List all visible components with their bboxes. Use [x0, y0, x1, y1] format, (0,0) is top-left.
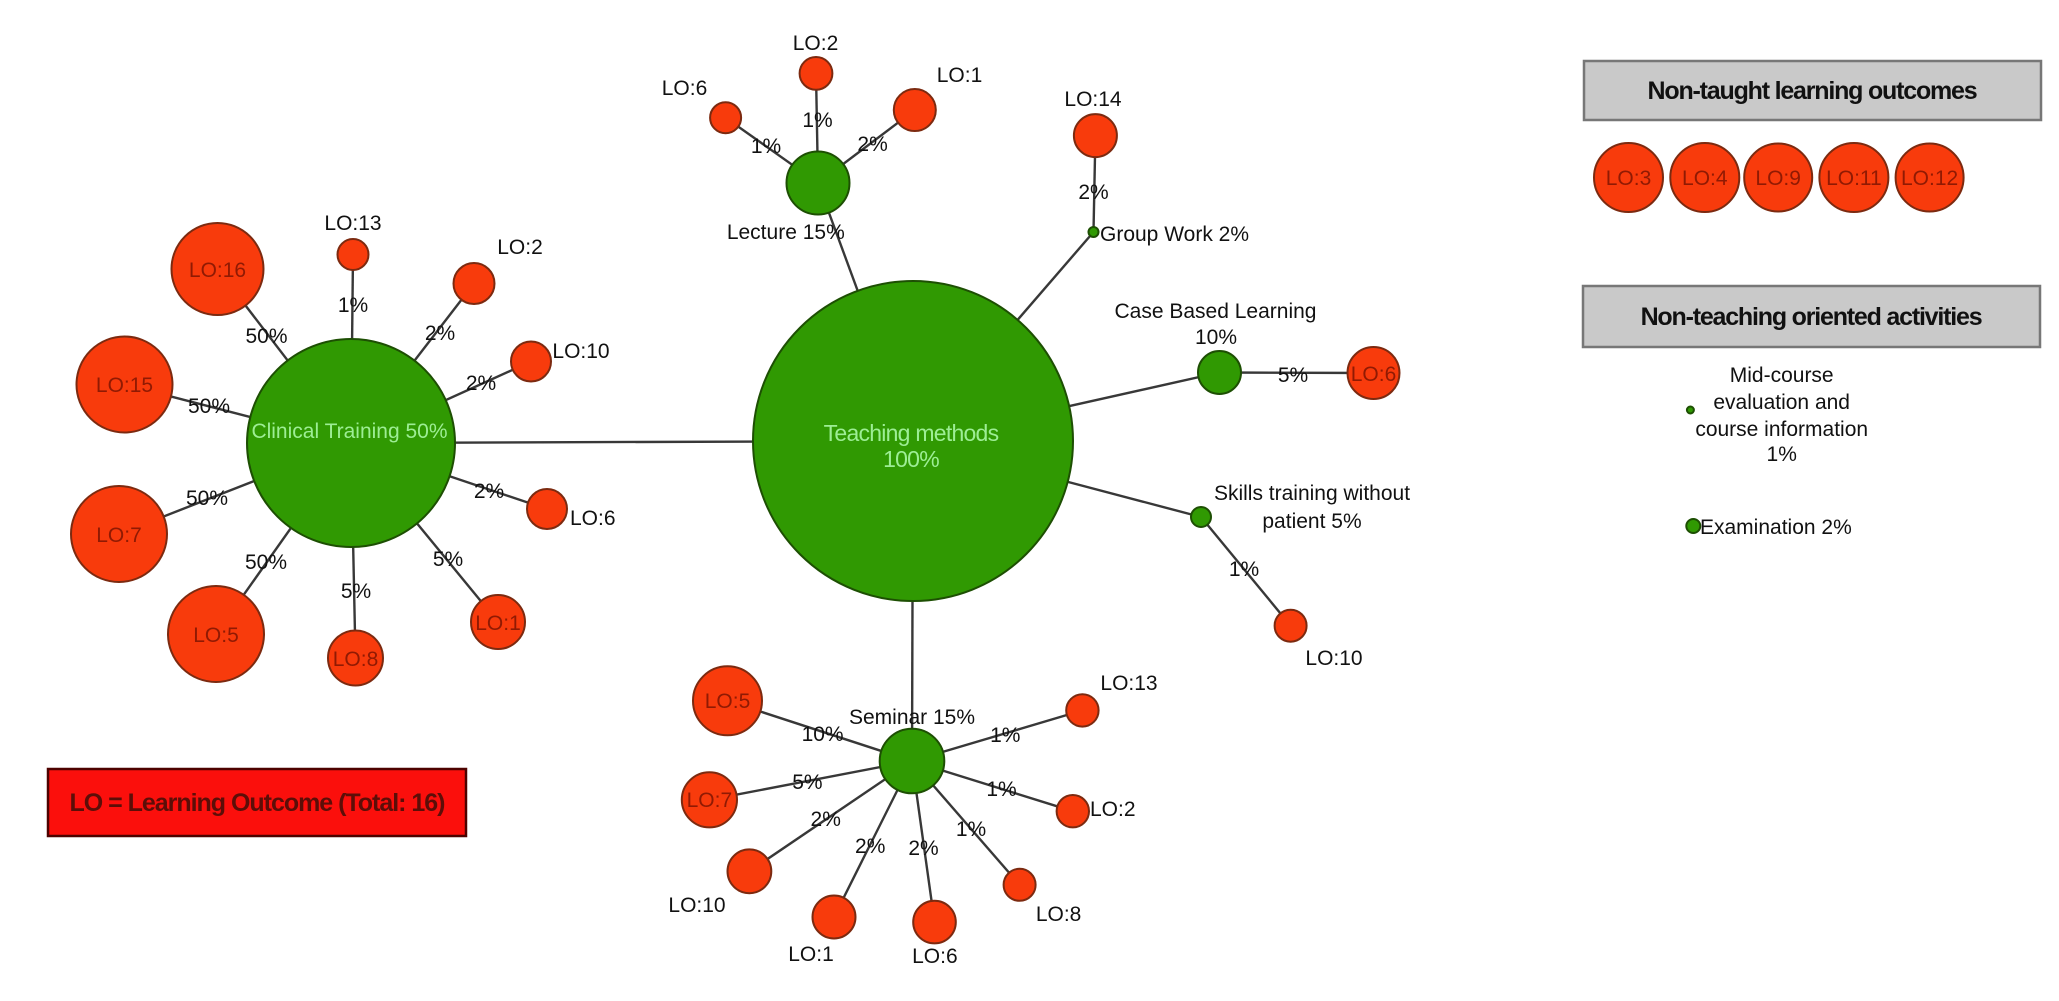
svg-text:50%: 50% [245, 551, 287, 574]
svg-text:2%: 2% [474, 480, 504, 503]
svg-text:LO:7: LO:7 [687, 789, 733, 812]
svg-text:2%: 2% [855, 835, 885, 858]
svg-text:LO:12: LO:12 [1901, 167, 1958, 190]
svg-text:Group Work 2%: Group Work 2% [1100, 223, 1249, 246]
svg-text:LO:11: LO:11 [1826, 167, 1882, 190]
svg-text:50%: 50% [245, 325, 287, 348]
svg-text:50%: 50% [188, 395, 230, 418]
svg-text:LO:16: LO:16 [189, 259, 246, 282]
svg-text:LO:1: LO:1 [937, 64, 983, 87]
svg-text:LO:5: LO:5 [705, 690, 751, 713]
svg-text:LO:13: LO:13 [1100, 672, 1157, 695]
svg-text:LO = Learning Outcome (Total:: LO = Learning Outcome (Total: 16) [70, 789, 446, 817]
svg-text:LO:14: LO:14 [1064, 88, 1122, 111]
svg-text:course information: course information [1695, 418, 1868, 441]
svg-text:1%: 1% [751, 135, 781, 158]
svg-text:1%: 1% [338, 294, 368, 317]
svg-text:2%: 2% [857, 133, 887, 156]
svg-text:2%: 2% [466, 372, 496, 395]
svg-text:1%: 1% [1767, 443, 1797, 466]
svg-text:LO:4: LO:4 [1682, 167, 1728, 190]
svg-text:LO:9: LO:9 [1755, 167, 1801, 190]
svg-text:LO:10: LO:10 [668, 894, 725, 917]
svg-text:LO:1: LO:1 [475, 612, 521, 635]
svg-text:2%: 2% [811, 808, 841, 831]
svg-text:1%: 1% [956, 818, 986, 841]
svg-text:10%: 10% [802, 723, 844, 746]
svg-text:5%: 5% [341, 580, 371, 603]
svg-text:1%: 1% [986, 778, 1016, 801]
svg-text:1%: 1% [802, 109, 832, 132]
svg-text:LO:6: LO:6 [912, 945, 958, 968]
svg-text:50%: 50% [186, 487, 228, 510]
svg-text:Examination 2%: Examination 2% [1700, 516, 1852, 539]
svg-text:Lecture 15%: Lecture 15% [727, 221, 845, 244]
svg-text:LO:6: LO:6 [570, 507, 616, 530]
svg-text:LO:8: LO:8 [1036, 903, 1082, 926]
svg-text:LO:10: LO:10 [1305, 647, 1362, 670]
svg-text:LO:8: LO:8 [333, 648, 379, 671]
svg-text:100%: 100% [883, 446, 939, 472]
svg-text:LO:5: LO:5 [193, 624, 239, 647]
svg-text:Skills training without: Skills training without [1214, 482, 1410, 505]
svg-text:patient 5%: patient 5% [1262, 510, 1361, 533]
svg-text:LO:7: LO:7 [96, 524, 142, 547]
svg-text:Seminar 15%: Seminar 15% [849, 706, 975, 729]
svg-text:LO:3: LO:3 [1606, 167, 1652, 190]
svg-text:LO:13: LO:13 [324, 212, 381, 235]
svg-text:2%: 2% [908, 837, 938, 860]
svg-text:LO:6: LO:6 [662, 77, 708, 100]
svg-text:LO:10: LO:10 [552, 340, 609, 363]
svg-text:Non-taught learning outcomes: Non-taught learning outcomes [1648, 77, 1977, 105]
svg-text:5%: 5% [792, 771, 822, 794]
svg-text:10%: 10% [1195, 326, 1237, 349]
svg-text:Mid-course: Mid-course [1730, 364, 1834, 387]
svg-text:5%: 5% [433, 548, 463, 571]
svg-text:LO:2: LO:2 [793, 32, 839, 55]
svg-text:LO:2: LO:2 [1090, 798, 1136, 821]
svg-text:Non-teaching oriented activiti: Non-teaching oriented activities [1641, 303, 1982, 331]
svg-text:Case Based Learning: Case Based Learning [1115, 300, 1317, 323]
svg-text:LO:2: LO:2 [497, 236, 543, 259]
svg-text:LO:6: LO:6 [1351, 363, 1397, 386]
svg-text:1%: 1% [1229, 558, 1259, 581]
svg-text:2%: 2% [1078, 181, 1108, 204]
svg-text:1%: 1% [990, 724, 1020, 747]
svg-text:5%: 5% [1278, 364, 1308, 387]
svg-text:2%: 2% [425, 322, 455, 345]
svg-text:evaluation and: evaluation and [1713, 391, 1850, 414]
svg-text:Teaching methods: Teaching methods [824, 420, 999, 446]
svg-text:LO:15: LO:15 [96, 374, 153, 397]
svg-text:LO:1: LO:1 [788, 943, 834, 966]
svg-text:Clinical Training 50%: Clinical Training 50% [251, 420, 447, 443]
